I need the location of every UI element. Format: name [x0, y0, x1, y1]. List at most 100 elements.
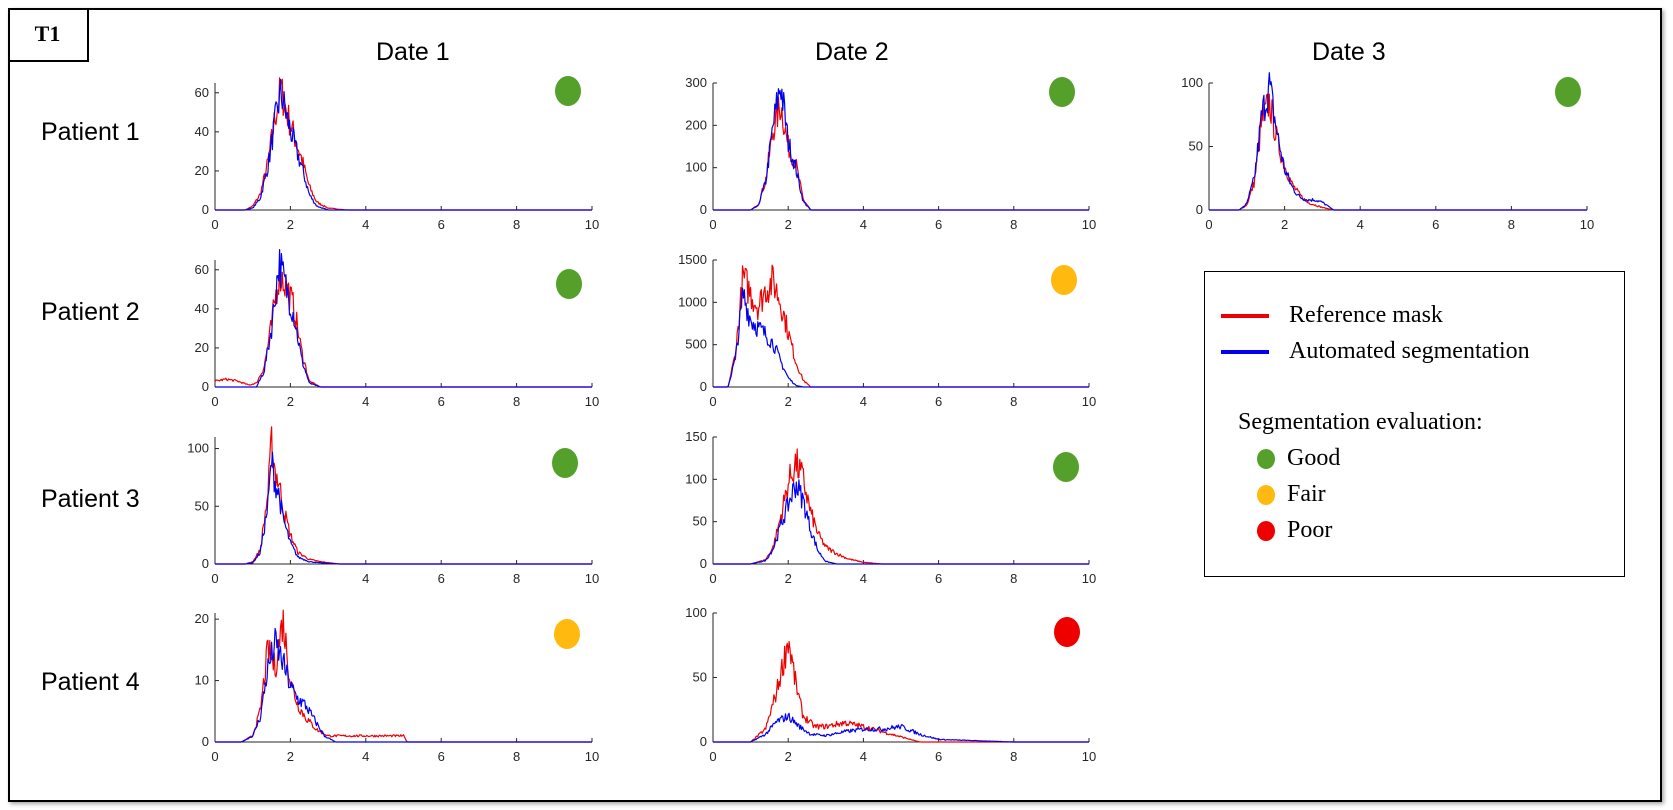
- panel-2-y-tick-label: 100: [685, 160, 707, 175]
- panel-9-x-tick-label: 2: [785, 749, 792, 764]
- legend-item-reference: Reference mask: [1221, 302, 1443, 329]
- legend-automated-label: Automated segmentation: [1289, 338, 1530, 364]
- legend-reference-label: Reference mask: [1289, 302, 1443, 328]
- panel-4-y-tick-label: 20: [195, 340, 209, 355]
- row-title-patient-2: Patient 2: [41, 298, 140, 326]
- legend-good-label: Good: [1287, 445, 1341, 471]
- panel-6-reference-series: [215, 426, 592, 565]
- panel-8-y-tick-label: 0: [202, 734, 209, 749]
- panel-9-y-tick-label: 0: [700, 734, 707, 749]
- panel-2-x-tick-label: 8: [1010, 217, 1017, 232]
- panel-6-y-tick-label: 50: [195, 498, 209, 513]
- panel-1-automated-series: [215, 78, 592, 211]
- row-title-patient-1: Patient 1: [41, 118, 140, 146]
- panel-4-y-tick-label: 60: [195, 262, 209, 277]
- panel-7-y-tick-label: 100: [685, 471, 707, 486]
- panel-3-x-tick-label: 8: [1508, 217, 1515, 232]
- panel-9-evaluation-dot-icon: [1054, 617, 1080, 647]
- panel-3-x-tick-label: 2: [1281, 217, 1288, 232]
- panel-5-evaluation-dot-icon: [1051, 265, 1077, 295]
- panel-7-automated-series: [713, 479, 1089, 565]
- panel-2-y-tick-label: 0: [700, 202, 707, 217]
- panel-5-y-tick-label: 500: [685, 337, 707, 352]
- panel-2-evaluation-dot-icon: [1049, 77, 1075, 107]
- panel-1-y-tick-label: 40: [195, 124, 209, 139]
- panel-6-x-tick-label: 8: [513, 571, 520, 586]
- panel-4-x-tick-label: 2: [287, 394, 294, 409]
- panel-7-x-tick-label: 0: [709, 571, 716, 586]
- panel-8-x-tick-label: 6: [438, 749, 445, 764]
- panel-3-x-tick-label: 0: [1205, 217, 1212, 232]
- panel-1-x-tick-label: 2: [287, 217, 294, 232]
- panel-8-y-tick-label: 20: [195, 611, 209, 626]
- legend-item-poor: Poor: [1257, 517, 1332, 544]
- panel-4-x-tick-label: 6: [438, 394, 445, 409]
- panel-9-automated-series: [713, 712, 1089, 743]
- panel-2-x-tick-label: 6: [935, 217, 942, 232]
- panel-1-x-tick-label: 0: [211, 217, 218, 232]
- panel-2-x-tick-label: 2: [785, 217, 792, 232]
- panel-1-y-tick-label: 0: [202, 202, 209, 217]
- panel-3-y-tick-label: 100: [1181, 75, 1203, 90]
- panel-4-x-tick-label: 8: [513, 394, 520, 409]
- legend-poor-label: Poor: [1287, 517, 1333, 543]
- panel-7-reference-series: [713, 448, 1089, 565]
- panel-6-x-tick-label: 0: [211, 571, 218, 586]
- column-title-date-2: Date 2: [815, 38, 889, 66]
- panel-9-x-tick-label: 10: [1082, 749, 1096, 764]
- good-dot-icon: [1257, 448, 1275, 469]
- panel-8-y-tick-label: 10: [195, 673, 209, 688]
- panel-7-y-tick-label: 50: [693, 514, 707, 529]
- panel-6-y-tick-label: 100: [187, 441, 209, 456]
- panel-6-x-tick-label: 2: [287, 571, 294, 586]
- panel-6-evaluation-dot-icon: [552, 448, 578, 478]
- column-title-date-1: Date 1: [376, 38, 450, 66]
- panel-2-y-tick-label: 200: [685, 117, 707, 132]
- panel-1-y-tick-label: 60: [195, 85, 209, 100]
- automated-line-swatch: [1221, 349, 1269, 354]
- panel-3-x-tick-label: 4: [1357, 217, 1364, 232]
- panel-2-x-tick-label: 0: [709, 217, 716, 232]
- panel-7-x-tick-label: 10: [1082, 571, 1096, 586]
- panel-3-evaluation-dot-icon: [1555, 77, 1581, 107]
- panel-6-automated-series: [215, 451, 592, 565]
- panel-9-x-tick-label: 4: [860, 749, 867, 764]
- panel-7-x-tick-label: 4: [860, 571, 867, 586]
- panel-8-evaluation-dot-icon: [554, 619, 580, 649]
- panel-4-reference-series: [214, 260, 592, 388]
- panel-4-x-tick-label: 10: [585, 394, 599, 409]
- corner-label: T1: [8, 8, 89, 62]
- panel-3-x-tick-label: 6: [1432, 217, 1439, 232]
- panel-8-x-tick-label: 8: [513, 749, 520, 764]
- panel-4-y-tick-label: 40: [195, 301, 209, 316]
- fair-dot-icon: [1257, 484, 1275, 505]
- panel-7-x-tick-label: 6: [935, 571, 942, 586]
- panel-4-automated-series: [215, 249, 592, 388]
- panel-8-x-tick-label: 0: [211, 749, 218, 764]
- panel-3-y-tick-label: 0: [1196, 202, 1203, 217]
- column-title-date-3: Date 3: [1312, 38, 1386, 66]
- panel-5-y-tick-label: 0: [700, 379, 707, 394]
- panel-4-x-tick-label: 0: [211, 394, 218, 409]
- panel-8-automated-series: [215, 627, 592, 743]
- panel-1-y-tick-label: 20: [195, 163, 209, 178]
- panel-2-automated-series: [713, 88, 1089, 211]
- panel-2-y-tick-label: 300: [685, 75, 707, 90]
- panel-9-x-tick-label: 6: [935, 749, 942, 764]
- panel-1-x-tick-label: 4: [362, 217, 369, 232]
- poor-dot-icon: [1257, 520, 1275, 541]
- panel-5-reference-series: [713, 264, 1089, 388]
- panel-7-y-tick-label: 150: [685, 429, 707, 444]
- panel-9-x-tick-label: 0: [709, 749, 716, 764]
- panel-2-x-tick-label: 4: [860, 217, 867, 232]
- panel-6-x-tick-label: 10: [585, 571, 599, 586]
- panel-5-x-tick-label: 6: [935, 394, 942, 409]
- panel-9-y-tick-label: 50: [693, 670, 707, 685]
- panel-8-x-tick-label: 2: [287, 749, 294, 764]
- panel-6-y-tick-label: 0: [202, 556, 209, 571]
- row-title-patient-3: Patient 3: [41, 485, 140, 513]
- panel-1-x-tick-label: 8: [513, 217, 520, 232]
- panel-7-evaluation-dot-icon: [1053, 452, 1079, 482]
- reference-line-swatch: [1221, 313, 1269, 318]
